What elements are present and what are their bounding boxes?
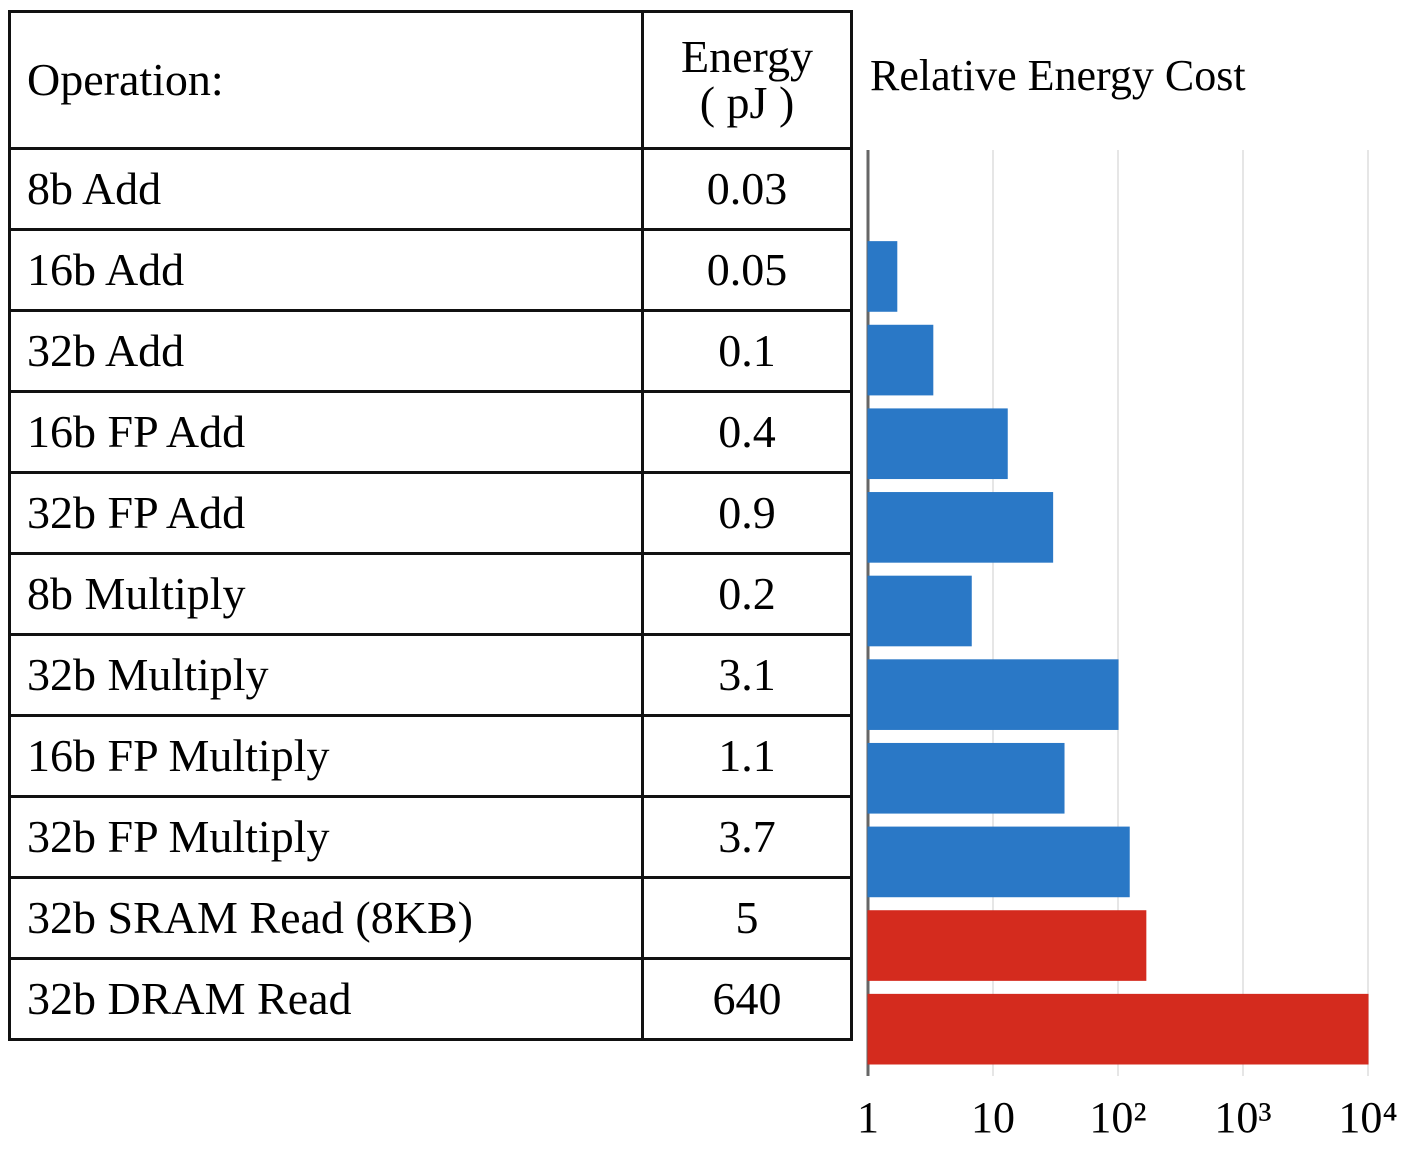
operation-cell: 32b FP Multiply [8,795,644,879]
bar [867,492,1054,563]
x-tick-label: 10 [971,1093,1015,1142]
bar [867,742,1065,814]
bar [867,408,1008,480]
x-tick-label: 10³ [1214,1093,1271,1142]
operation-cell: 32b FP Add [8,471,644,555]
table-row: 16b FP Multiply 1.1 [8,714,853,798]
table-row: 32b FP Multiply 3.7 [8,795,853,879]
energy-cell: 640 [641,957,853,1041]
bar [867,826,1130,898]
x-tick-label: 10⁴ [1338,1093,1397,1142]
table-row: 8b Add 0.03 [8,147,853,231]
header-row: Operation: Energy( pJ ) [8,10,853,150]
operation-cell: 16b FP Multiply [8,714,644,798]
energy-cell: 0.03 [641,147,853,231]
table-row: 32b Multiply 3.1 [8,633,853,717]
bar [867,993,1369,1065]
table-row: 32b FP Add 0.9 [8,471,853,555]
header-cell: Energy( pJ ) [641,10,853,150]
energy-table: Operation: Energy( pJ ) 8b Add 0.03 16b Ad… [8,10,853,1041]
header-text: ( pJ ) [699,77,795,128]
bar [867,241,898,312]
bar [867,575,972,647]
operation-cell: 32b Add [8,309,644,393]
table-row: 8b Multiply 0.2 [8,552,853,636]
operation-cell: 32b SRAM Read (8KB) [8,876,644,960]
table-row: 16b FP Add 0.4 [8,390,853,474]
energy-cell: 0.9 [641,471,853,555]
bar [867,324,934,396]
header-text: Energy [680,31,813,82]
energy-cell: 3.1 [641,633,853,717]
table-row: 32b SRAM Read (8KB) 5 [8,876,853,960]
operation-cell: 16b Add [8,228,644,312]
operation-cell: 32b Multiply [8,633,644,717]
x-tick-label: 10² [1089,1093,1146,1142]
bar [867,659,1119,730]
operation-cell: 16b FP Add [8,390,644,474]
energy-cell: 3.7 [641,795,853,879]
table-row: 16b Add 0.05 [8,228,853,312]
energy-cell: 5 [641,876,853,960]
table-row: 32b DRAM Read 640 [8,957,853,1041]
table-row: 32b Add 0.1 [8,309,853,393]
energy-cell: 0.05 [641,228,853,312]
energy-cell: 0.4 [641,390,853,474]
operation-cell: 8b Multiply [8,552,644,636]
chart-title: Relative Energy Cost [870,51,1246,100]
operation-cell: 8b Add [8,147,644,231]
energy-cell: 1.1 [641,714,853,798]
header-cell: Operation: [8,10,644,150]
operation-cell: 32b DRAM Read [8,957,644,1041]
energy-cell: 0.1 [641,309,853,393]
bar [867,910,1147,981]
x-tick-label: 1 [857,1093,879,1142]
energy-cell: 0.2 [641,552,853,636]
